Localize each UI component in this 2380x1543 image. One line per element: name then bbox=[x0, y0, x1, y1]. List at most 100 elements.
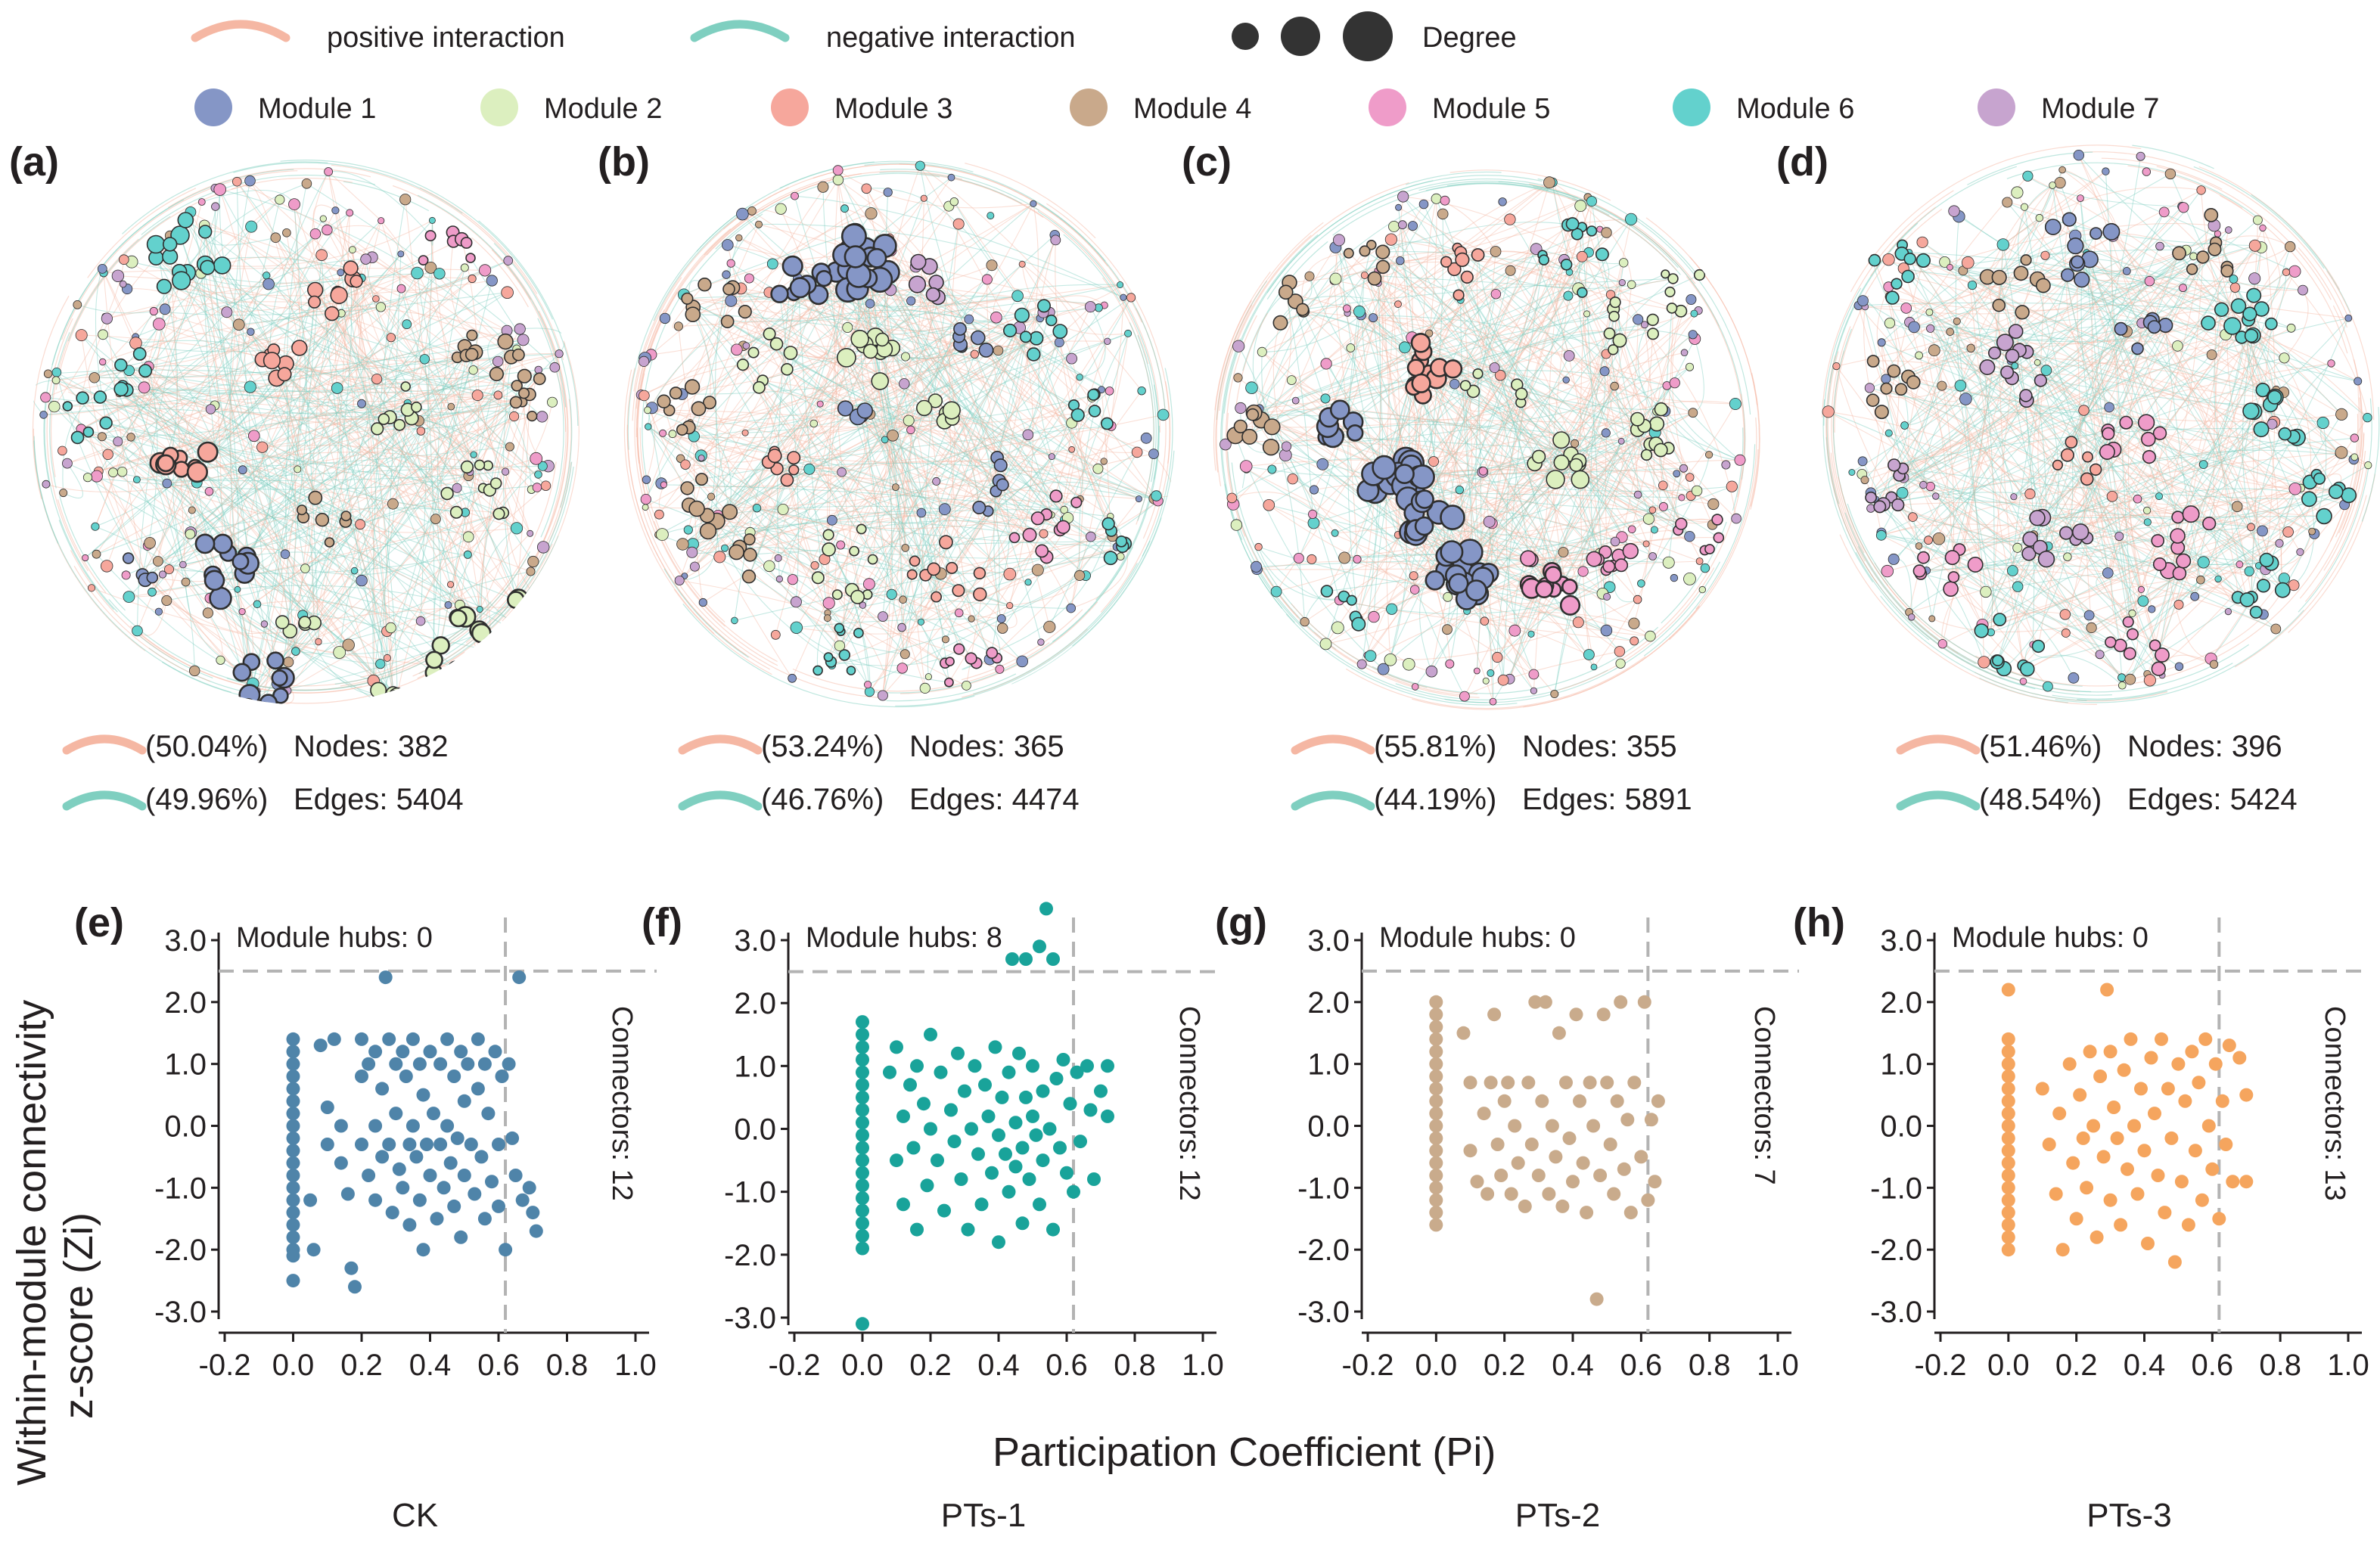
network-edge bbox=[352, 249, 508, 331]
module-2-swatch bbox=[480, 88, 518, 126]
network-node bbox=[315, 638, 322, 646]
network-node bbox=[2102, 427, 2115, 441]
network-edge bbox=[1894, 428, 2262, 466]
network-edge bbox=[909, 575, 926, 622]
network-node bbox=[1278, 284, 1294, 300]
scatter-point bbox=[368, 1045, 383, 1059]
network-node bbox=[680, 481, 694, 495]
network-edge bbox=[81, 334, 409, 404]
network-node bbox=[1137, 387, 1146, 396]
network-node bbox=[2164, 168, 2176, 180]
network-edge bbox=[244, 374, 497, 574]
network-node bbox=[1658, 480, 1668, 491]
network-edge bbox=[2065, 253, 2180, 634]
network-node bbox=[899, 649, 910, 660]
network-node bbox=[440, 486, 454, 501]
network-node bbox=[2006, 565, 2018, 576]
network-edge bbox=[1952, 244, 2004, 558]
x-tick-label: 0.4 bbox=[409, 1349, 452, 1382]
network-edge bbox=[1334, 247, 1705, 551]
network-edge bbox=[468, 402, 553, 538]
network-a: (a) (50.04%) Nodes: 382 (49.96%) Edges: … bbox=[9, 139, 579, 816]
network-node bbox=[1583, 649, 1595, 660]
network-edge bbox=[651, 407, 1095, 428]
network-node bbox=[1688, 330, 1698, 340]
network-node bbox=[197, 198, 206, 206]
network-node bbox=[288, 198, 300, 211]
panel-label: (f) bbox=[642, 900, 682, 945]
network-node bbox=[343, 260, 359, 276]
network-node bbox=[1117, 281, 1124, 288]
network-edge bbox=[312, 171, 340, 296]
scatter-point bbox=[961, 1222, 975, 1237]
network-edge bbox=[741, 287, 1042, 551]
scatter-point bbox=[856, 1203, 869, 1218]
x-tick-label: -0.2 bbox=[1915, 1349, 1967, 1382]
condition-label: PTs-2 bbox=[1515, 1497, 1600, 1534]
network-node bbox=[846, 666, 856, 675]
network-edge bbox=[1490, 311, 1682, 674]
network-edge bbox=[55, 380, 291, 632]
network-node bbox=[1489, 697, 1497, 706]
network-edge bbox=[2137, 488, 2345, 505]
network-node bbox=[1595, 247, 1609, 262]
network-b-edges: Edges: 4474 bbox=[909, 783, 1080, 816]
network-node bbox=[428, 216, 436, 224]
network-edge bbox=[2040, 546, 2195, 598]
network-edge bbox=[1923, 484, 2163, 676]
network-node bbox=[59, 489, 68, 498]
network-node bbox=[501, 467, 510, 476]
network-edge bbox=[352, 250, 457, 513]
network-edge bbox=[1998, 277, 2024, 666]
y-tick-label: 0.0 bbox=[1307, 1110, 1350, 1144]
network-edge bbox=[1576, 464, 1718, 523]
network-node bbox=[1346, 595, 1357, 606]
network-node bbox=[2274, 582, 2291, 598]
network-node bbox=[527, 555, 539, 568]
network-node bbox=[1442, 624, 1453, 635]
network-node bbox=[1489, 362, 1500, 374]
network-node bbox=[654, 509, 664, 520]
network-edge bbox=[283, 220, 382, 678]
network-edge bbox=[2233, 278, 2304, 291]
network-node bbox=[51, 376, 61, 385]
network-node bbox=[842, 321, 853, 333]
network-node bbox=[532, 616, 553, 636]
network-node bbox=[1848, 469, 1856, 477]
network-node bbox=[834, 640, 846, 652]
network-edge bbox=[1598, 319, 1639, 560]
scatter-point bbox=[1022, 1172, 1036, 1186]
network-edge bbox=[2012, 433, 2109, 571]
network-node bbox=[449, 505, 463, 519]
network-edge bbox=[880, 169, 1039, 211]
network-edge bbox=[361, 487, 483, 581]
network-node bbox=[753, 380, 766, 394]
network-edge bbox=[2203, 272, 2287, 465]
network-edge bbox=[986, 279, 1052, 516]
positive-edge-swatch-c bbox=[1291, 734, 1375, 755]
network-node bbox=[2231, 501, 2243, 512]
network-edge bbox=[43, 354, 272, 415]
network-node bbox=[1627, 280, 1636, 290]
scatter-point bbox=[2137, 1144, 2152, 1158]
network-edge bbox=[1941, 385, 2101, 655]
scatter-point bbox=[1586, 1119, 1601, 1133]
network-edge bbox=[94, 377, 258, 691]
network-edge bbox=[869, 295, 1018, 308]
network-node bbox=[350, 567, 359, 575]
network-edge bbox=[1356, 313, 1695, 620]
network-edge bbox=[682, 289, 891, 545]
network-node bbox=[2363, 412, 2372, 423]
network-edge bbox=[828, 597, 859, 623]
network-edge bbox=[687, 298, 1023, 662]
network-edge bbox=[1909, 258, 2049, 547]
network-node bbox=[673, 321, 684, 331]
network-edge bbox=[2120, 491, 2337, 646]
network-edge bbox=[373, 267, 431, 681]
scatter-point bbox=[362, 1057, 376, 1071]
network-node bbox=[1466, 384, 1481, 399]
network-edge bbox=[2214, 229, 2248, 601]
network-edge bbox=[1413, 387, 1682, 498]
network-node bbox=[1369, 313, 1378, 323]
network-edge bbox=[1904, 385, 1961, 427]
